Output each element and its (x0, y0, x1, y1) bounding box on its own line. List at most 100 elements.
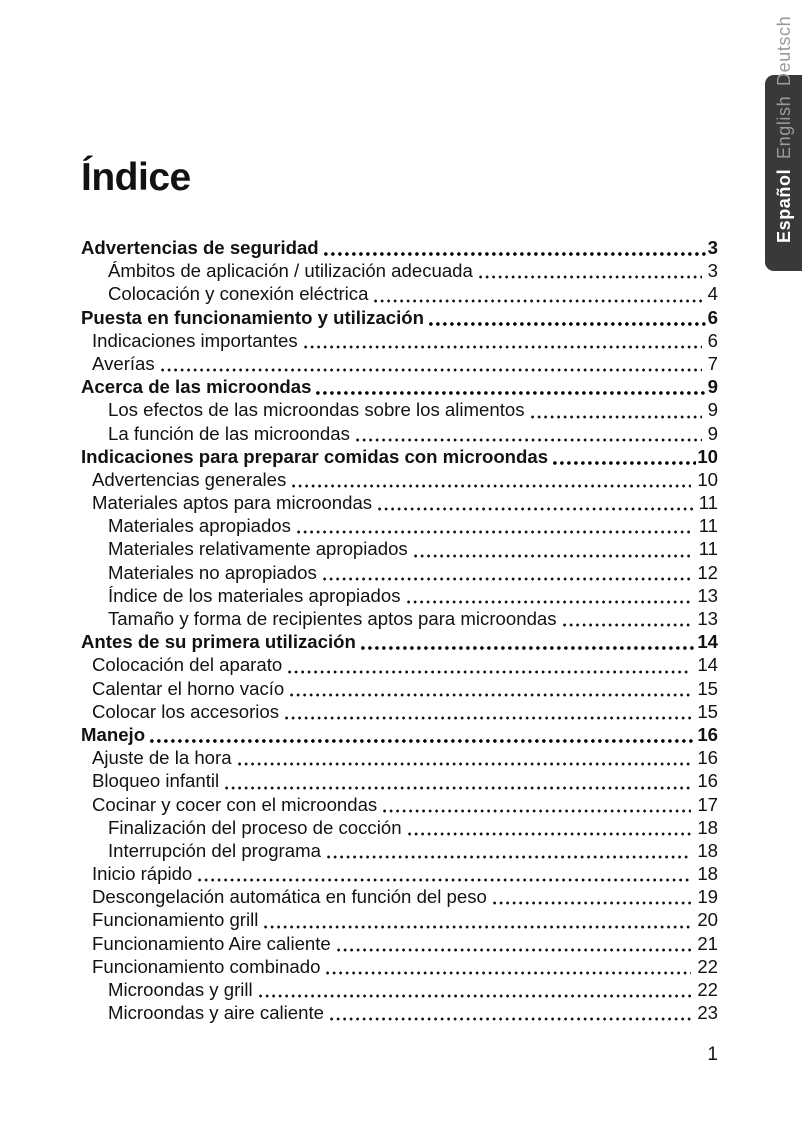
toc-entry-page: 11 (698, 515, 718, 537)
toc-entry-label: Puesta en funcionamiento y utilización (81, 306, 425, 328)
dotted-leader (330, 1017, 692, 1022)
dotted-leader (323, 252, 707, 257)
toc-entry-label: Materiales no apropiados (108, 561, 317, 583)
toc-entry-page: 6 (707, 306, 718, 328)
toc-entry-label: Materiales apropiados (108, 515, 291, 537)
toc-entry-page: 11 (698, 538, 718, 560)
dotted-leader (492, 901, 692, 906)
toc-entry-label: Indicaciones para preparar comidas con m… (81, 445, 549, 467)
toc-entry-page: 16 (697, 723, 718, 745)
toc-entry: Averías 7 (81, 352, 718, 375)
toc-entry: Cocinar y cocer con el microondas 17 (81, 793, 718, 816)
toc-entry-page: 21 (697, 932, 718, 954)
toc-entry: Advertencias de seguridad 3 (81, 236, 718, 259)
toc-entry: Puesta en funcionamiento y utilización 6 (81, 306, 718, 329)
toc-entry-label: Advertencias generales (92, 468, 287, 490)
toc-entry: Indicaciones importantes 6 (81, 329, 718, 352)
dotted-leader (150, 739, 697, 744)
toc-entry-page: 15 (697, 700, 718, 722)
toc-entry-label: Calentar el horno vacío (92, 677, 285, 699)
dotted-leader (225, 785, 692, 790)
toc-entry: Tamaño y forma de recipientes aptos para… (81, 607, 718, 630)
toc-entry: Colocación y conexión eléctrica 4 (81, 282, 718, 305)
toc-entry-page: 16 (697, 770, 718, 792)
dotted-leader (336, 947, 692, 952)
toc-entry-page: 16 (697, 747, 718, 769)
dotted-leader (383, 808, 692, 813)
toc-entry-page: 10 (697, 468, 718, 490)
dotted-leader (258, 994, 692, 999)
toc-entry: Ajuste de la hora 16 (81, 746, 718, 769)
toc-entry: Interrupción del programa 18 (81, 839, 718, 862)
toc-entry-label: Averías (92, 352, 155, 374)
toc-entry-label: Antes de su primera utilización (81, 631, 356, 653)
toc-entry-label: Finalización del proceso de cocción (108, 816, 402, 838)
toc-entry-label: Funcionamiento Aire caliente (92, 932, 331, 954)
toc-entry-page: 6 (707, 329, 718, 351)
dotted-leader (360, 646, 697, 651)
toc-entry-page: 18 (697, 839, 718, 861)
toc-entry-label: Funcionamiento combinado (92, 955, 321, 977)
toc-entry: Indicaciones para preparar comidas con m… (81, 445, 718, 468)
toc-entry: Acerca de las microondas 9 (81, 375, 718, 398)
toc-entry: Materiales apropiados 11 (81, 514, 718, 537)
toc-entry-label: Colocación del aparato (92, 654, 283, 676)
toc-entry-page: 20 (697, 909, 718, 931)
toc-entry: Descongelación automática en función del… (81, 885, 718, 908)
toc-entry-label: Indicaciones importantes (92, 329, 298, 351)
dotted-leader (160, 368, 702, 373)
dotted-leader (296, 530, 693, 535)
toc-entry-page: 4 (707, 283, 718, 305)
language-tab-background (765, 75, 802, 271)
toc-entry-page: 7 (707, 352, 718, 374)
toc-entry-page: 18 (697, 816, 718, 838)
toc-entry-label: La función de las microondas (108, 422, 350, 444)
toc-entry: Finalización del proceso de cocción 18 (81, 816, 718, 839)
toc-entry: Materiales relativamente apropiados 11 (81, 537, 718, 560)
dotted-leader (355, 437, 702, 442)
toc-entry-page: 17 (697, 793, 718, 815)
language-tab-english: English (774, 95, 794, 159)
dotted-leader (378, 507, 693, 512)
page-number: 1 (707, 1044, 718, 1065)
toc-entry-page: 22 (697, 979, 718, 1000)
toc-entry-page: 18 (697, 863, 718, 885)
toc-entry-label: Bloqueo infantil (92, 770, 220, 792)
toc-entry-page: 14 (697, 631, 718, 653)
table-of-contents: Advertencias de seguridad 3 Ámbitos de apl… (81, 236, 718, 1024)
toc-entry-label: Ajuste de la hora (92, 747, 232, 769)
dotted-leader (478, 275, 702, 280)
toc-entry-label: Manejo (81, 723, 146, 745)
toc-entry: La función de las microondas 9 (81, 422, 718, 445)
toc-entry-label: Ámbitos de aplicación / utilización adec… (108, 260, 473, 282)
dotted-leader (406, 600, 692, 604)
toc-entry-label: Microondas y grill (108, 979, 253, 1000)
toc-entry-page: 9 (707, 422, 718, 444)
dotted-leader (326, 971, 692, 975)
dotted-leader (562, 623, 692, 628)
toc-entry-label: Materiales aptos para microondas (92, 492, 373, 514)
toc-entry-page: 23 (697, 1002, 718, 1024)
dotted-leader (198, 878, 692, 883)
toc-entry: Calentar el horno vacío 15 (81, 677, 718, 700)
toc-entry-page: 11 (698, 492, 718, 514)
dotted-leader (288, 669, 692, 674)
dotted-leader (407, 831, 692, 836)
dotted-leader (292, 484, 692, 489)
toc-entry-label: Colocar los accesorios (92, 700, 280, 722)
toc-entry-page: 22 (697, 955, 718, 977)
toc-entry-page: 9 (707, 376, 718, 398)
dotted-leader (316, 391, 707, 396)
toc-entry-page: 13 (697, 608, 718, 629)
toc-entry-label: Índice de los materiales apropiados (108, 584, 401, 606)
toc-entry-label: Cocinar y cocer con el microondas (92, 793, 378, 815)
toc-entry-page: 12 (697, 561, 718, 583)
dotted-leader (326, 855, 692, 860)
toc-entry: Ámbitos de aplicación / utilización adec… (81, 259, 718, 282)
toc-entry-page: 19 (697, 886, 718, 908)
dotted-leader (303, 344, 702, 349)
toc-entry: Funcionamiento Aire caliente 21 (81, 932, 718, 955)
toc-entry-label: Acerca de las microondas (81, 376, 312, 398)
toc-entry-label: Los efectos de las microondas sobre los … (108, 399, 525, 421)
dotted-leader (237, 762, 692, 767)
